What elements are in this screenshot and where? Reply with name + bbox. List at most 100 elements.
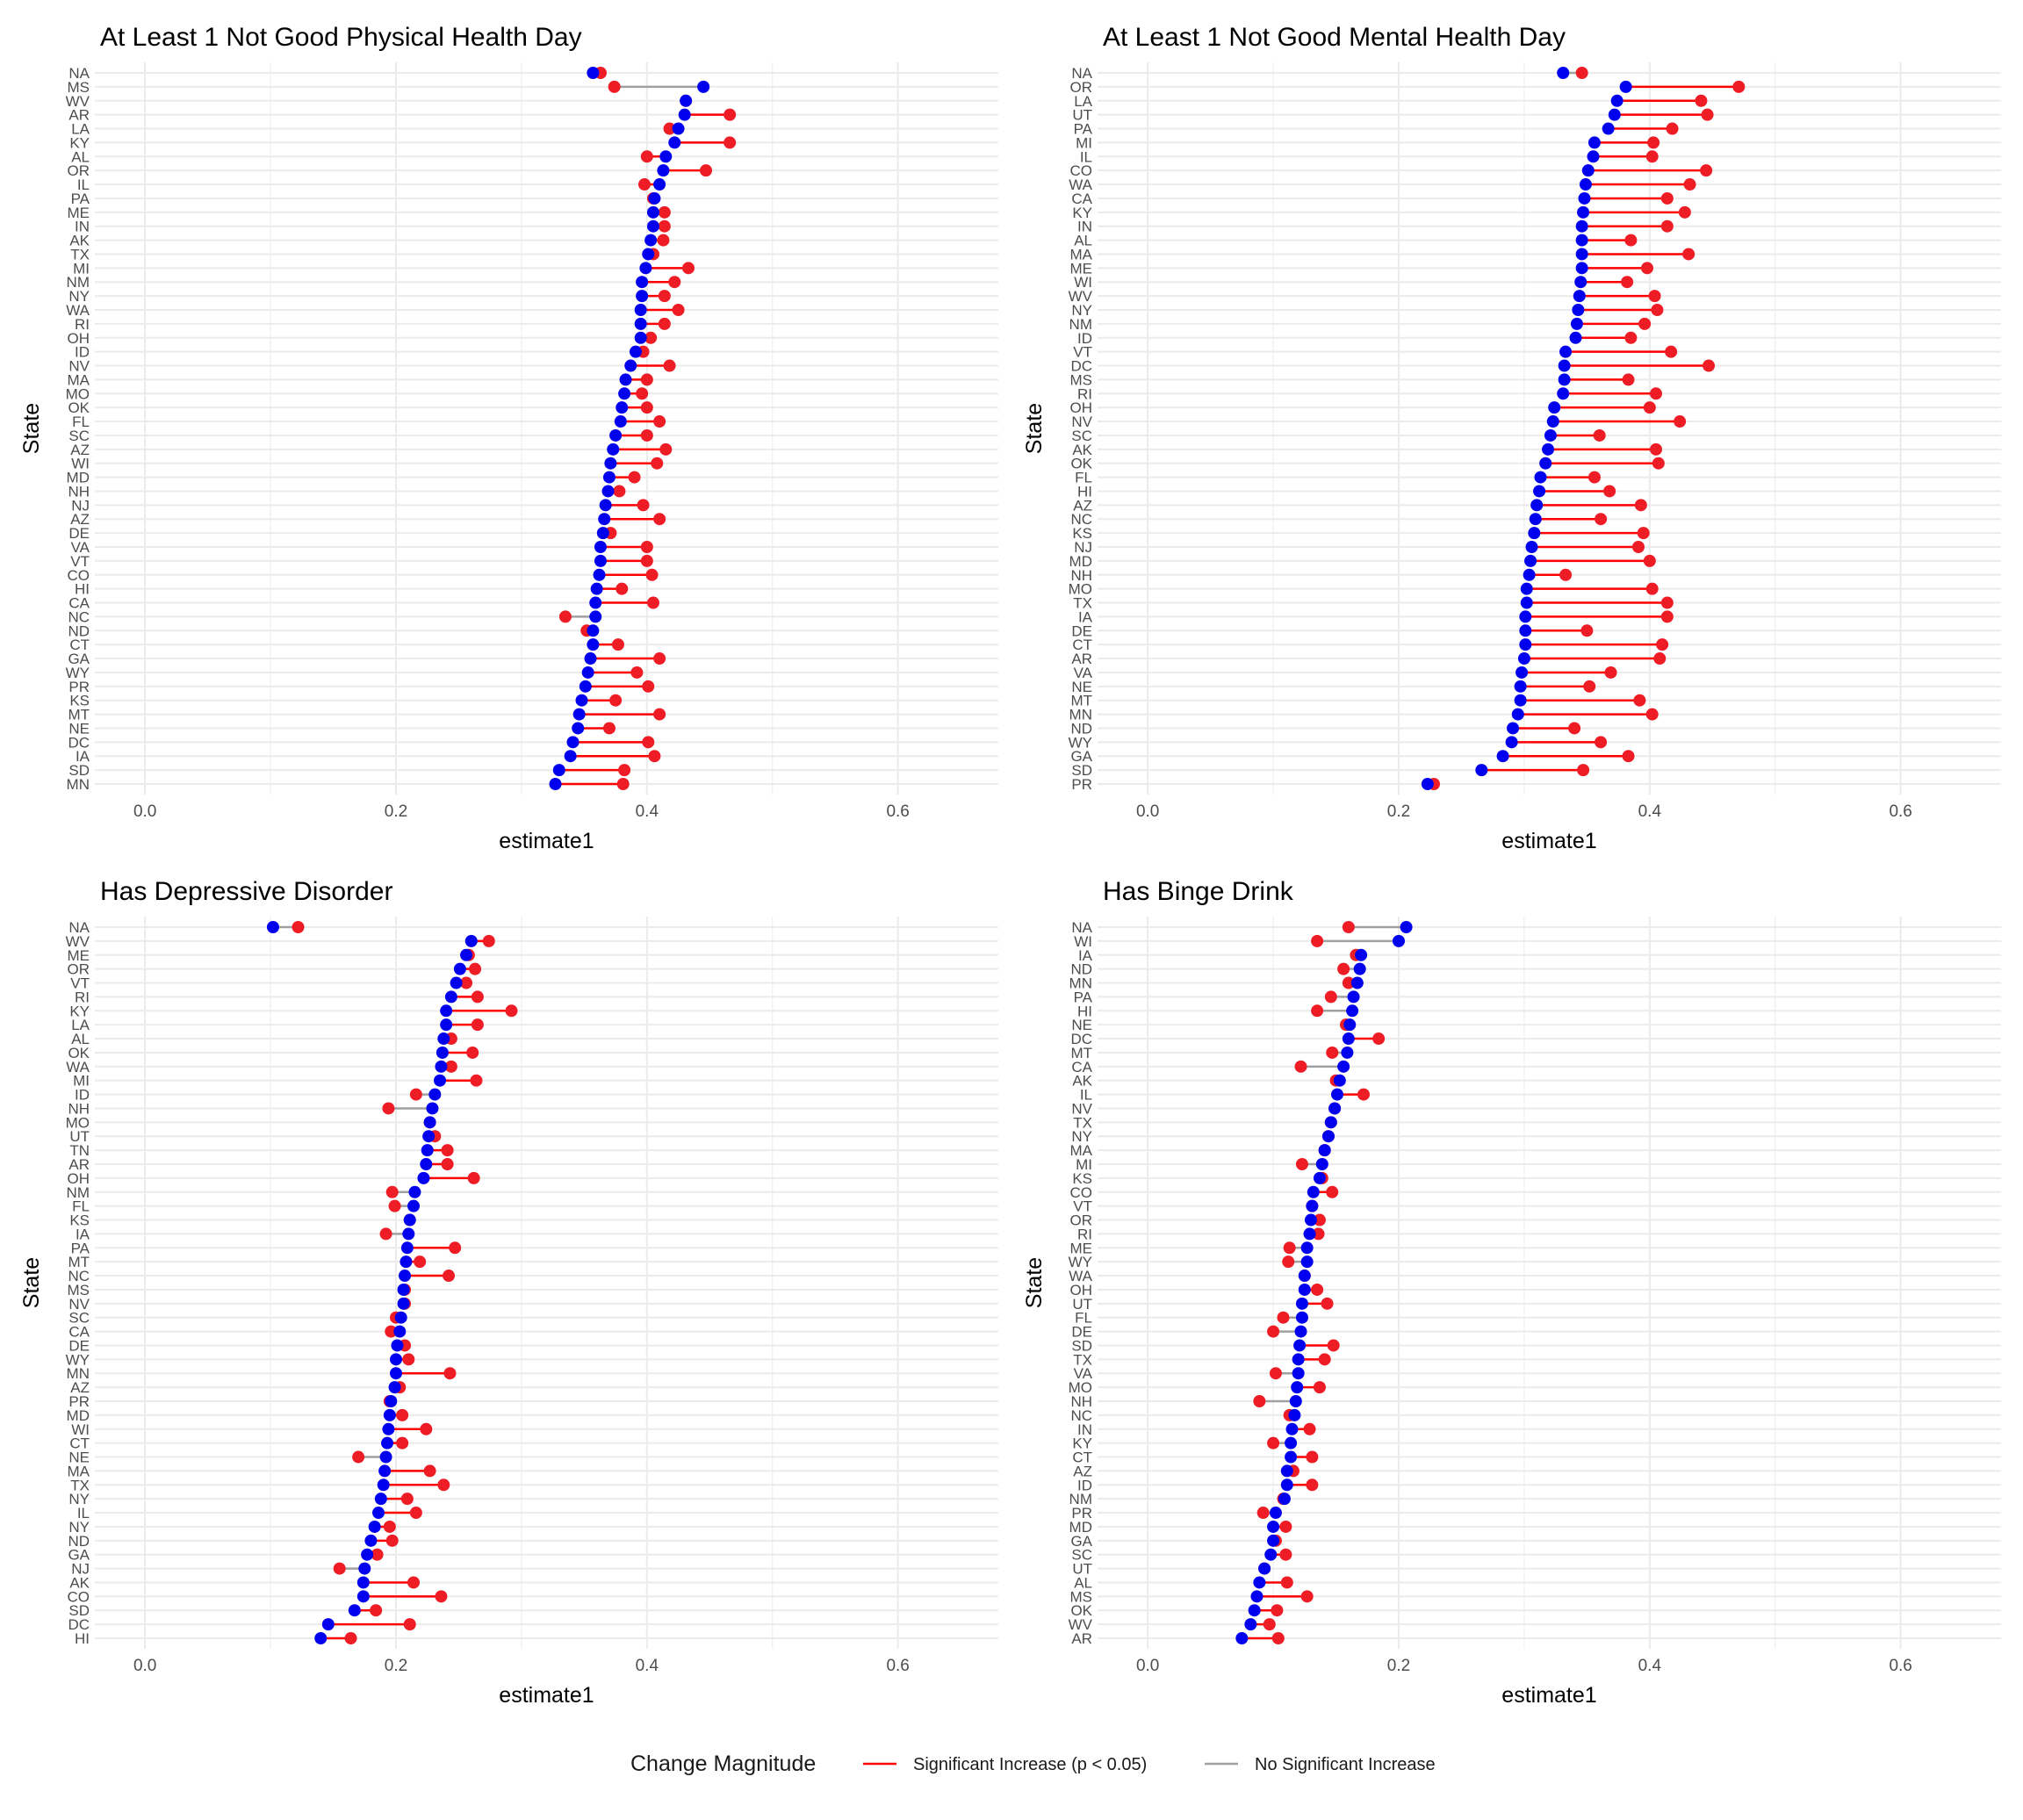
estimate1-point: [1421, 778, 1434, 790]
estimate2-point: [628, 471, 641, 484]
y-tick-label: DE: [68, 525, 90, 542]
estimate2-point: [644, 331, 658, 344]
estimate1-point: [1248, 1604, 1261, 1617]
estimate2-point: [636, 387, 649, 400]
y-tick-label: AZ: [70, 1379, 90, 1396]
y-tick-label: IN: [1077, 1421, 1092, 1438]
estimate1-point: [1278, 1493, 1291, 1506]
y-tick-label: DE: [1071, 1324, 1092, 1341]
estimate2-point: [333, 1562, 346, 1575]
estimate1-point: [390, 1367, 402, 1380]
estimate1-point: [614, 415, 627, 428]
estimate2-point: [1300, 1590, 1314, 1603]
y-tick-label: ID: [75, 344, 90, 361]
estimate1-point: [1350, 976, 1364, 989]
estimate1-point: [607, 442, 620, 456]
y-tick-label: IL: [77, 1505, 90, 1521]
estimate1-point: [1514, 680, 1527, 693]
estimate1-point: [572, 722, 585, 735]
y-tick-label: MO: [66, 385, 90, 402]
estimate1-point: [1507, 722, 1520, 735]
estimate1-point: [368, 1520, 381, 1533]
estimate2-point: [1621, 276, 1634, 289]
y-tick-label: MD: [67, 470, 90, 486]
estimate1-point: [1519, 610, 1532, 623]
estimate1-point: [382, 1422, 395, 1435]
estimate2-point: [420, 1422, 433, 1435]
estimate1-point: [1292, 1353, 1305, 1366]
x-tick-label: 0.6: [886, 1657, 909, 1675]
estimate1-point: [1558, 373, 1571, 386]
estimate1-point: [1333, 1074, 1346, 1087]
estimate1-point: [1575, 262, 1588, 275]
estimate2-point: [658, 290, 671, 303]
y-tick-label: CA: [1071, 1059, 1092, 1075]
estimate1-point: [1293, 1339, 1307, 1352]
estimate2-point: [1593, 428, 1606, 442]
estimate1-point: [1575, 234, 1588, 247]
x-tick-label: 0.2: [385, 802, 407, 821]
estimate1-point: [596, 527, 609, 540]
estimate1-point: [428, 1088, 442, 1101]
y-tick-label: NE: [1071, 1017, 1092, 1033]
estimate1-point: [678, 108, 691, 121]
y-tick-label: KS: [1072, 1170, 1092, 1187]
y-tick-label: NC: [68, 608, 90, 625]
y-tick-label: SC: [1071, 1547, 1092, 1564]
estimate1-point: [581, 665, 594, 679]
estimate2-point: [1660, 219, 1674, 233]
estimate1-point: [598, 513, 611, 526]
estimate1-point: [1318, 1144, 1331, 1157]
y-tick-label: OK: [68, 1045, 90, 1061]
y-tick-label: IN: [75, 219, 90, 235]
estimate2-point: [681, 262, 695, 275]
panel-binge-drink: 0.0 0.2 0.4 0.6 Has Binge Drink estimate1 Stat…: [1022, 877, 2001, 1708]
estimate1-point: [1291, 1381, 1304, 1394]
estimate2-point: [1651, 304, 1664, 316]
estimate1-point: [604, 457, 617, 470]
estimate1-point: [1573, 290, 1586, 303]
estimate2-point: [659, 442, 673, 456]
estimate1-point: [1264, 1548, 1278, 1561]
estimate2-point: [444, 1060, 457, 1073]
estimate2-point: [352, 1450, 365, 1464]
y-tick-label: CA: [68, 595, 90, 612]
estimate2-point: [1703, 359, 1716, 372]
estimate1-point: [1587, 136, 1601, 149]
estimate2-point: [609, 694, 623, 707]
estimate1-point: [636, 290, 649, 303]
estimate2-point: [653, 708, 666, 721]
x-axis-label: estimate1: [499, 1683, 594, 1708]
y-tick-label: ID: [75, 1087, 90, 1104]
y-tick-label: AR: [1071, 651, 1092, 667]
y-tick-label: WA: [66, 1059, 90, 1075]
estimate2-point: [409, 1088, 422, 1101]
estimate2-point: [640, 554, 653, 567]
y-tick-label: ND: [68, 622, 90, 639]
estimate2-point: [292, 921, 305, 933]
estimate2-point: [657, 234, 670, 247]
estimate1-point: [1514, 694, 1527, 707]
estimate1-point: [421, 1144, 434, 1157]
estimate1-point: [1288, 1408, 1301, 1421]
y-tick-label: CT: [1072, 1450, 1092, 1466]
estimate1-point: [1289, 1395, 1302, 1407]
y-tick-label: HI: [1077, 483, 1092, 500]
y-tick-label: AK: [69, 233, 90, 249]
y-tick-label: GA: [68, 1547, 90, 1564]
estimate2-point: [409, 1507, 422, 1520]
estimate1-point: [697, 80, 710, 93]
y-tick-label: NH: [68, 483, 90, 500]
estimate2-point: [1271, 1632, 1285, 1644]
y-tick-label: TN: [69, 1142, 90, 1159]
estimate2-point: [658, 205, 671, 219]
estimate2-point: [1649, 442, 1662, 456]
estimate2-point: [640, 150, 653, 163]
panel-title: Has Binge Drink: [1103, 877, 1294, 906]
y-tick-label: UT: [69, 1128, 90, 1145]
y-tick-label: KY: [1072, 205, 1092, 221]
estimate2-point: [1622, 750, 1635, 763]
estimate2-point: [1575, 67, 1588, 79]
estimate1-point: [1355, 948, 1368, 961]
estimate1-point: [1558, 359, 1571, 372]
